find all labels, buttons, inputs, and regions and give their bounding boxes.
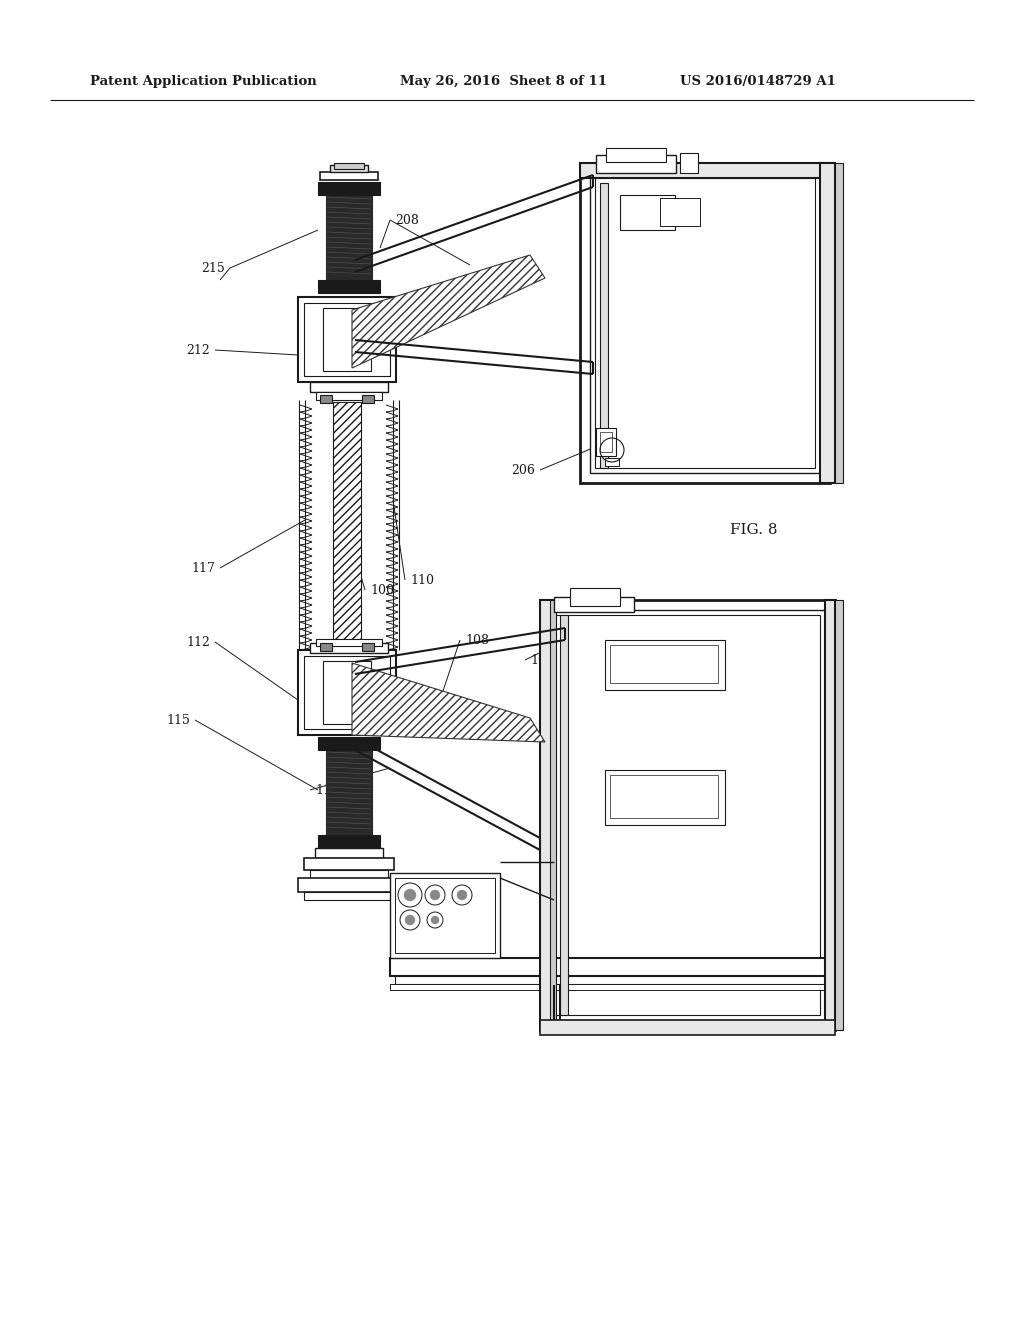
Bar	[555, 615, 820, 1015]
Bar	[310, 643, 388, 653]
Bar	[298, 878, 400, 892]
Text: May 26, 2016  Sheet 8 of 11: May 26, 2016 Sheet 8 of 11	[400, 75, 607, 88]
Bar	[362, 643, 374, 651]
Bar	[318, 182, 380, 195]
Bar	[395, 975, 835, 983]
Text: 108: 108	[465, 634, 489, 647]
Text: 206: 206	[511, 463, 535, 477]
Text: 115: 115	[166, 714, 190, 726]
Bar	[590, 173, 820, 473]
Bar	[600, 432, 612, 451]
Bar	[304, 656, 390, 729]
Bar	[610, 645, 718, 682]
Bar	[580, 162, 830, 178]
Bar	[318, 280, 380, 293]
Text: 110: 110	[410, 573, 434, 586]
Bar	[330, 165, 368, 172]
Bar	[318, 737, 380, 750]
Bar	[605, 770, 725, 825]
Bar	[540, 601, 552, 1030]
Circle shape	[406, 915, 415, 925]
Bar	[605, 458, 618, 466]
Text: FIG. 8: FIG. 8	[730, 523, 777, 537]
Text: US 2016/0148729 A1: US 2016/0148729 A1	[680, 75, 836, 88]
Bar	[595, 178, 815, 469]
Bar	[825, 601, 835, 1030]
Bar	[835, 601, 843, 1030]
Circle shape	[431, 916, 439, 924]
Bar	[554, 597, 634, 612]
Bar	[596, 428, 616, 455]
Bar	[605, 640, 725, 690]
Bar	[319, 172, 378, 180]
Bar	[319, 395, 332, 403]
Bar	[310, 870, 388, 878]
Bar	[298, 649, 396, 735]
Bar	[318, 836, 380, 847]
Text: 100: 100	[370, 583, 394, 597]
Bar	[315, 847, 383, 858]
Bar	[304, 858, 394, 870]
Bar	[304, 892, 394, 900]
Bar	[326, 195, 372, 280]
Polygon shape	[352, 663, 545, 742]
Bar	[390, 873, 500, 958]
Bar	[580, 162, 830, 483]
Bar	[390, 958, 840, 975]
Circle shape	[404, 888, 416, 902]
Bar	[319, 643, 332, 651]
Bar	[390, 983, 840, 990]
Text: 212: 212	[186, 343, 210, 356]
Bar	[334, 162, 364, 169]
Bar	[560, 615, 568, 1015]
Bar	[323, 308, 371, 371]
Text: Patent Application Publication: Patent Application Publication	[90, 75, 316, 88]
Bar	[600, 183, 608, 469]
Bar	[550, 601, 556, 1030]
Text: 106: 106	[530, 653, 554, 667]
Bar	[680, 153, 698, 173]
Bar	[620, 195, 675, 230]
Bar	[298, 297, 396, 381]
Bar	[316, 639, 382, 645]
Bar	[610, 775, 718, 818]
Bar	[596, 154, 676, 173]
Bar	[304, 304, 390, 376]
Bar	[316, 392, 382, 400]
Bar	[310, 381, 388, 392]
Text: 117: 117	[191, 561, 215, 574]
Bar	[395, 878, 495, 953]
Bar	[550, 610, 825, 1020]
Text: 114: 114	[315, 784, 339, 796]
Bar	[570, 587, 620, 606]
Bar	[540, 1020, 835, 1035]
Text: 208: 208	[395, 214, 419, 227]
Circle shape	[430, 890, 440, 900]
Text: 112: 112	[186, 635, 210, 648]
Bar	[362, 395, 374, 403]
Text: 215: 215	[202, 261, 225, 275]
Circle shape	[457, 890, 467, 900]
Bar	[333, 403, 361, 647]
Bar	[540, 601, 835, 1030]
Bar	[326, 750, 372, 836]
Bar	[820, 162, 835, 483]
Bar	[606, 148, 666, 162]
Polygon shape	[352, 255, 545, 368]
Bar	[835, 162, 843, 483]
Bar	[323, 661, 371, 723]
Bar	[660, 198, 700, 226]
